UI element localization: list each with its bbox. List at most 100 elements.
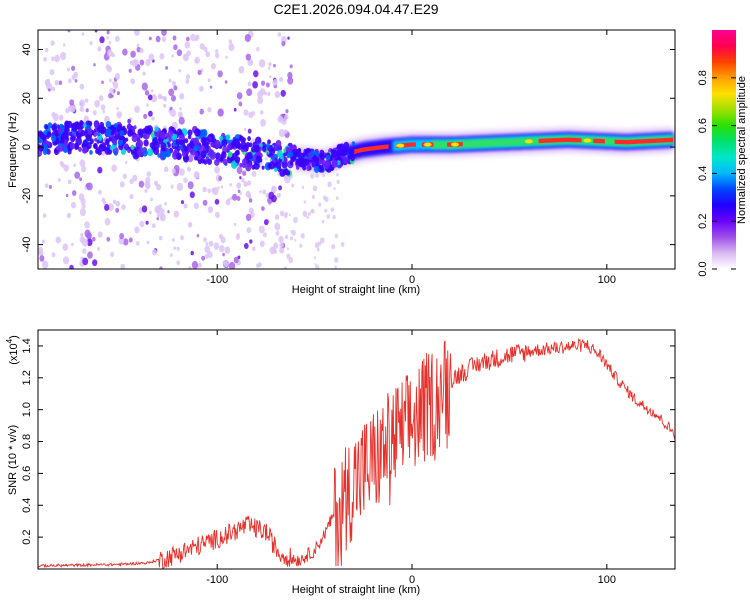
heatmap-speckle [211, 187, 216, 193]
heatmap-speckle [81, 238, 89, 247]
heatmap-speckle [113, 150, 118, 156]
heatmap-speckle [319, 237, 325, 244]
heatmap-speckle [97, 131, 101, 137]
heatmap-speckle [62, 43, 66, 47]
heatmap-speckle [257, 90, 263, 99]
heatmap-speckle [55, 145, 60, 151]
heatmap-speckle [184, 41, 191, 49]
heatmap-speckle [129, 60, 134, 66]
heatmap-speckle [163, 166, 169, 173]
heatmap-speckle [106, 30, 110, 35]
heatmap-speckle [97, 166, 103, 174]
heatmap-speckle [66, 120, 73, 129]
heatmap-marks [38, 30, 674, 269]
heatmap-speckle [161, 30, 167, 36]
heatmap-speckle [108, 78, 112, 83]
heatmap-speckle [54, 79, 59, 86]
heatmap-speckle [336, 179, 340, 185]
heatmap-speckle [67, 179, 72, 185]
heatmap-speckle [292, 155, 297, 160]
heatmap-speckle [186, 166, 191, 172]
heatmap-speckle [86, 182, 93, 191]
heatmap-core-highlight [583, 138, 592, 143]
snr-y-multiplier: (x104) [5, 335, 20, 365]
colorbar-ticks: 0.0 0.2 0.4 0.6 0.8 [697, 70, 736, 277]
heatmap-speckle [265, 157, 268, 161]
heatmap-speckle [170, 253, 173, 257]
heatmap-speckle [233, 222, 237, 227]
heatmap-speckle [207, 206, 214, 214]
heatmap-speckle [261, 165, 265, 170]
heatmap-speckle [189, 191, 195, 199]
heatmap-speckle [58, 80, 63, 85]
heatmap-speckle [235, 149, 240, 156]
heatmap-speckle [217, 70, 223, 78]
heatmap-speckle [350, 149, 355, 155]
heatmap-speckle [85, 108, 89, 113]
heatmap-speckle [71, 190, 77, 196]
heatmap-speckle [94, 137, 98, 142]
heatmap-speckle [228, 39, 233, 44]
heatmap-speckle [285, 146, 290, 152]
snr-series [38, 337, 675, 569]
heatmap-speckle [278, 128, 286, 138]
heatmap-speckle [315, 264, 320, 269]
heatmap-speckle [350, 154, 355, 162]
heatmap-speckle [207, 188, 211, 194]
heatmap-speckle [46, 83, 53, 92]
heatmap-speckle [141, 82, 148, 91]
heatmap-speckle [259, 190, 262, 194]
heatmap-speckle [326, 214, 331, 219]
heatmap-speckle [194, 37, 198, 42]
heatmap-speckle [86, 238, 93, 247]
heatmap-speckle [136, 150, 140, 155]
heatmap-speckle [249, 60, 252, 64]
heatmap-speckle [170, 184, 174, 189]
heatmap-speckle [254, 136, 262, 146]
heatmap-speckle [164, 202, 167, 206]
heatmap-speckle [79, 177, 83, 182]
snr-panel: -100 0 100 0.2 0.4 0.6 0.8 1.0 1.2 1.4 Height of… [5, 329, 676, 596]
heatmap-speckle [199, 108, 204, 115]
heatmap-speckle [284, 113, 289, 120]
heatmap-speckle [224, 246, 231, 254]
heatmap-speckle [203, 46, 208, 52]
heatmap-speckle [200, 150, 207, 159]
heatmap-speckle [251, 170, 257, 177]
heatmap-speckle [81, 32, 85, 36]
heatmap-speckle [78, 146, 82, 152]
heatmap-speckle [148, 53, 155, 61]
heatmap-speckle [116, 111, 123, 119]
heatmap-speckle [152, 137, 159, 146]
heatmap-speckle [283, 148, 287, 153]
heatmap-speckle [219, 245, 225, 253]
heatmap-speckle [67, 149, 72, 155]
heatmap-speckle [108, 41, 112, 45]
heatmap-speckle [185, 74, 191, 80]
heatmap-speckle [207, 133, 214, 143]
heatmap-speckle [258, 225, 265, 234]
heatmap-speckle [71, 65, 76, 71]
heatmap-speckle [217, 108, 224, 117]
heatmap-x-ticks: -100 0 100 [206, 30, 616, 286]
heatmap-speckle [331, 149, 338, 158]
heatmap-speckle [227, 143, 232, 149]
heatmap-speckle [159, 53, 165, 60]
colorbar-tick-label: 0.2 [697, 214, 709, 229]
heatmap-speckle [261, 145, 267, 153]
heatmap-speckle [243, 242, 249, 250]
heatmap-speckle [173, 129, 177, 135]
heatmap-speckle [253, 70, 259, 78]
heatmap-speckle [243, 109, 249, 116]
heatmap-speckle [115, 207, 120, 213]
heatmap-speckle [294, 238, 297, 242]
heatmap-speckle [185, 79, 190, 84]
heatmap-speckle [71, 123, 78, 132]
heatmap-speckle [289, 64, 293, 69]
heatmap-speckle [300, 232, 305, 239]
heatmap-speckle [50, 134, 57, 142]
heatmap-speckle [128, 129, 133, 136]
heatmap-speckle [221, 139, 228, 147]
heatmap-speckle [132, 174, 138, 182]
heatmap-speckle [173, 246, 177, 250]
